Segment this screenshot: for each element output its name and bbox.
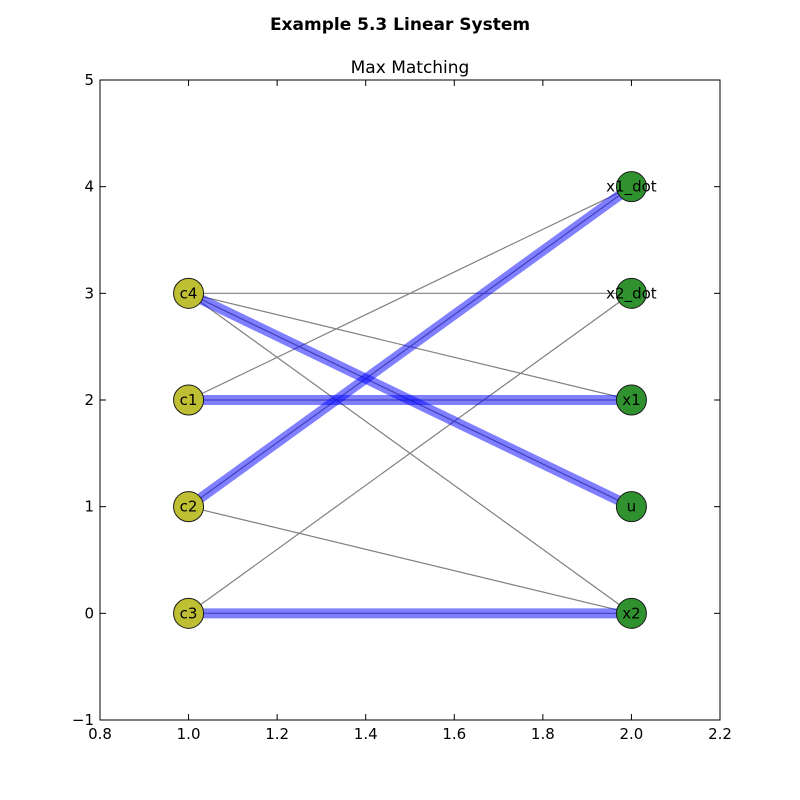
node-label-x1: x1 — [622, 391, 640, 409]
node-label-layer: c4 c1 c2 c3 x1_dot x2_dot x1 u x2 — [180, 178, 657, 623]
node-label-c4: c4 — [180, 284, 198, 302]
node-label-x2: x2 — [622, 604, 640, 622]
y-tick-label: 0 — [84, 604, 94, 622]
y-tick-label: −1 — [72, 711, 94, 729]
node-c4 — [173, 277, 205, 309]
x-tick-label: 0.8 — [88, 725, 112, 743]
x-tick-label: 1.8 — [531, 725, 555, 743]
x-tick-label: 1.4 — [354, 725, 378, 743]
y-tick-label: 3 — [84, 284, 94, 302]
node-label-c1: c1 — [180, 391, 198, 409]
node-x1_dot — [615, 171, 647, 203]
node-x2_dot — [615, 277, 647, 309]
y-tick-label: 5 — [84, 71, 94, 89]
node-x1 — [615, 384, 647, 416]
node-c1 — [173, 384, 205, 416]
tick-layer: 0.8 1.0 1.2 1.4 1.6 1.8 2.0 2.2 −1 0 1 2 3 4 5 — [72, 71, 732, 743]
axes-title: Max Matching — [351, 58, 470, 78]
node-layer — [173, 171, 647, 629]
node-c2 — [173, 491, 205, 523]
matching-edge-c4-u — [186, 288, 634, 512]
x-tick-label: 1.0 — [177, 725, 201, 743]
y-tick-label: 2 — [84, 391, 94, 409]
y-tick-label: 1 — [84, 498, 94, 516]
x-tick-label: 1.2 — [265, 725, 289, 743]
x-tick-label: 2.0 — [619, 725, 643, 743]
y-tick-label: 4 — [84, 178, 94, 196]
edge-c2-x2 — [188, 506, 632, 614]
x-tick-label: 2.2 — [708, 725, 732, 743]
matching-layer — [185, 182, 635, 619]
node-u — [615, 491, 647, 523]
node-label-c3: c3 — [180, 604, 198, 622]
edge-c3-x2_dot — [188, 292, 632, 614]
node-label-u: u — [627, 498, 637, 516]
edge-c1-x1_dot — [188, 186, 632, 401]
node-x2 — [615, 597, 647, 629]
node-label-x1_dot: x1_dot — [606, 178, 657, 197]
figure-suptitle: Example 5.3 Linear System — [270, 15, 530, 35]
node-label-x2_dot: x2_dot — [606, 284, 657, 303]
x-tick-label: 1.6 — [442, 725, 466, 743]
matching-edge-c2-x1_dot — [185, 182, 635, 511]
node-c3 — [173, 597, 205, 629]
node-label-c2: c2 — [180, 498, 198, 516]
